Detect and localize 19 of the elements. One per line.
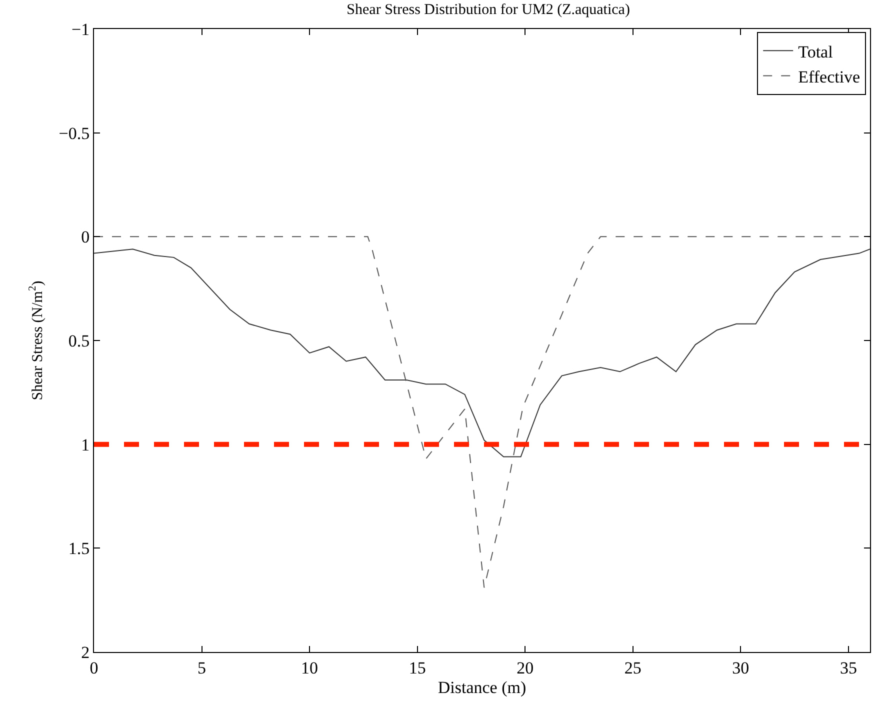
y-tick-label: 1.5: [68, 539, 90, 558]
x-tick-label: 5: [198, 658, 206, 678]
x-tick-label: 30: [732, 658, 750, 678]
legend-label: Total: [798, 42, 834, 62]
x-tick-label: 15: [408, 658, 426, 678]
y-tick-label: 1: [81, 435, 90, 454]
x-tick-label: 10: [301, 658, 318, 678]
legend-label: Effective: [798, 67, 860, 86]
y-tick-label: −0.5: [58, 124, 90, 143]
x-tick-label: 25: [624, 658, 642, 678]
y-tick-label: 0: [81, 228, 90, 247]
x-axis-title: Distance (m): [438, 678, 526, 697]
y-tick-label: 2: [81, 642, 90, 662]
chart-title: Shear Stress Distribution for UM2 (Z.aquatica): [346, 2, 630, 18]
y-tick-label: 0.5: [68, 331, 90, 350]
y-tick-label: −1: [72, 20, 90, 39]
x-tick-label: 20: [516, 658, 534, 678]
x-tick-label: 35: [840, 658, 857, 678]
line-series: [94, 248, 870, 458]
